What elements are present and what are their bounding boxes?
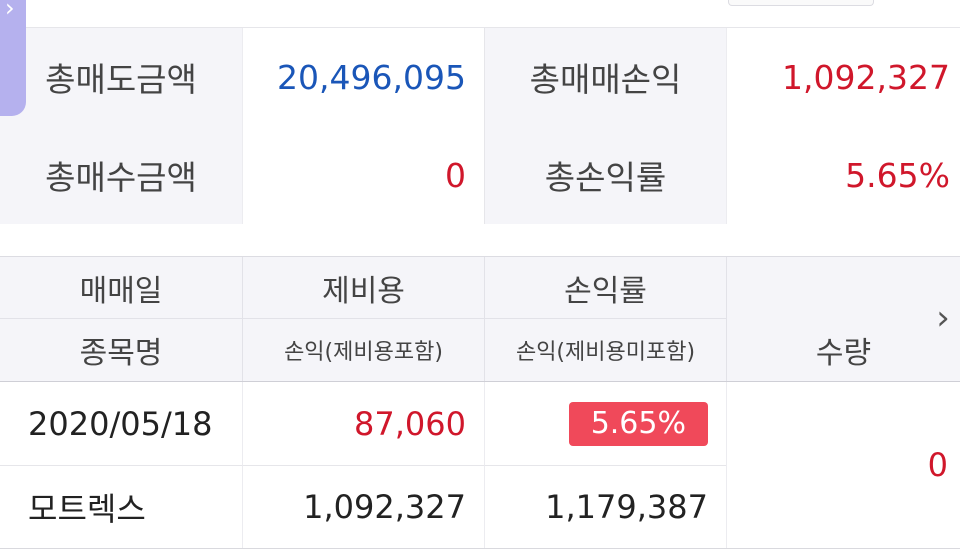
- chevron-right-icon: ›: [5, 0, 15, 22]
- next-columns-button[interactable]: ›: [928, 298, 958, 338]
- header-fees: 제비용: [242, 257, 484, 319]
- cell-quantity: 0: [726, 382, 960, 548]
- cell-pl-excl-fees: 1,179,387: [484, 466, 726, 548]
- summary-row: 총매도금액 20,496,095 총매매손익 1,092,327: [0, 28, 960, 126]
- total-buy-amount-value: 0: [242, 126, 484, 224]
- header-trade-date: 매매일: [0, 257, 242, 319]
- header-return-rate: 손익률: [484, 257, 726, 319]
- total-return-value: 5.65%: [726, 126, 960, 224]
- divider: [0, 548, 960, 549]
- cell-trade-date: 2020/05/18: [0, 382, 242, 466]
- cell-return-rate: 5.65%: [484, 382, 726, 466]
- chevron-right-icon: ›: [936, 298, 950, 338]
- header-empty-cell: [726, 257, 960, 319]
- cell-fees: 87,060: [242, 382, 484, 466]
- total-return-label: 총손익률: [484, 126, 726, 224]
- total-sell-amount-label: 총매도금액: [0, 28, 242, 126]
- total-trade-pl-value: 1,092,327: [726, 28, 960, 126]
- total-sell-amount-value: 20,496,095: [242, 28, 484, 126]
- summary-row: 총매수금액 0 총손익률 5.65%: [0, 126, 960, 224]
- trade-table-body: 2020/05/18 87,060 5.65% 모트렉스 1,092,327 1…: [0, 382, 960, 556]
- section-gap: [0, 224, 960, 256]
- cell-pl-incl-fees: 1,092,327: [242, 466, 484, 548]
- cell-stock-name[interactable]: 모트렉스: [28, 490, 146, 528]
- header-quantity: 수량: [726, 319, 960, 381]
- toolbar-button-edge[interactable]: [728, 0, 874, 6]
- return-rate-badge: 5.65%: [568, 401, 708, 446]
- total-buy-amount-label: 총매수금액: [0, 126, 242, 224]
- side-drawer-tab[interactable]: ›: [0, 0, 26, 116]
- trade-table-header: 매매일 제비용 손익률 종목명 손익(제비용포함) 손익(제비용미포함) 수량 …: [0, 256, 960, 382]
- header-pl-excl-fees: 손익(제비용미포함): [484, 319, 726, 381]
- total-trade-pl-label: 총매매손익: [484, 28, 726, 126]
- summary-panel: 총매도금액 20,496,095 총매매손익 1,092,327 총매수금액 0…: [0, 28, 960, 224]
- header-stock-name: 종목명: [79, 336, 163, 371]
- header-pl-incl-fees: 손익(제비용포함): [242, 319, 484, 381]
- top-strip: [0, 0, 960, 28]
